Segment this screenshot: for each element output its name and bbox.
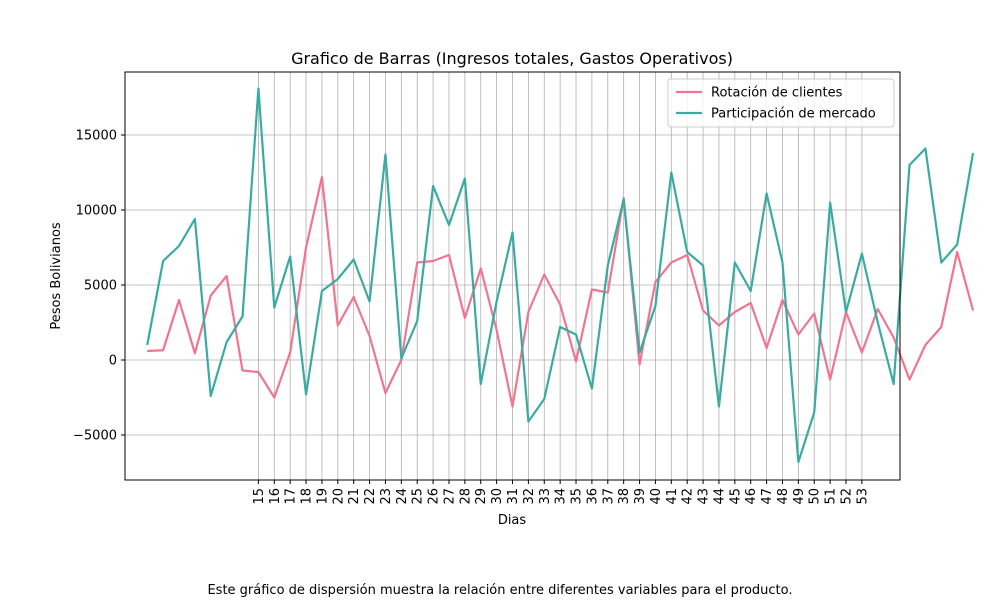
x-tick-label: 35 (570, 488, 585, 505)
x-tick-label: 22 (363, 488, 378, 505)
series-line-1 (147, 175, 975, 408)
x-tick-label: 45 (728, 488, 743, 505)
x-tick-label: 19 (315, 488, 330, 505)
x-tick-label: 20 (331, 488, 346, 505)
x-tick-label: 50 (808, 488, 823, 505)
x-tick-label: 23 (379, 488, 394, 505)
y-tick-label: −5000 (73, 429, 117, 444)
y-tick-label: 10000 (76, 204, 117, 219)
x-tick-label: 48 (776, 488, 791, 505)
x-tick-label: 37 (601, 488, 616, 505)
x-tick-label: 44 (712, 488, 727, 505)
x-tick-label: 43 (697, 488, 712, 505)
y-axis-label: Pesos Bolivianos (49, 222, 64, 330)
legend-label: Participación de mercado (711, 107, 876, 122)
x-tick-label: 34 (554, 488, 569, 505)
x-tick-label: 25 (411, 488, 426, 505)
x-tick-label: 31 (506, 488, 521, 505)
x-tick-label: 33 (538, 488, 553, 505)
x-tick-label: 53 (855, 488, 870, 505)
x-tick-label: 46 (744, 488, 759, 505)
series-line-2 (146, 87, 975, 464)
legend: Rotación de clientes Participación de mer… (667, 78, 895, 128)
chart-caption: Este gráfico de dispersión muestra la re… (207, 583, 793, 598)
x-tick-label: 29 (474, 488, 489, 505)
x-tick-label: 18 (300, 488, 315, 505)
x-axis-label: Dias (498, 513, 527, 528)
x-tick-label: 28 (458, 488, 473, 505)
y-tick-label: 5000 (84, 279, 117, 294)
x-tick-label: 40 (649, 488, 664, 505)
x-tick-label: 26 (427, 488, 442, 505)
x-tick-label: 41 (665, 488, 680, 505)
x-tick-label: 51 (824, 488, 839, 505)
x-tick-label: 30 (490, 488, 505, 505)
x-tick-label: 39 (633, 488, 648, 505)
y-tick-label: 15000 (76, 129, 117, 144)
y-axis: −5000 0 5000 10000 15000 (73, 129, 125, 444)
x-tick-label: 42 (681, 488, 696, 505)
series-lines (146, 87, 975, 464)
x-tick-label: 24 (395, 488, 410, 505)
chart-title: Grafico de Barras (Ingresos totales, Gas… (291, 49, 733, 68)
x-axis: 15 16 17 18 19 20 21 22 23 24 25 26 27 28 29 30 31 32 33 34… (252, 480, 870, 505)
x-tick-label: 27 (442, 488, 457, 505)
x-tick-label: 17 (284, 488, 299, 505)
y-tick-label: 0 (109, 354, 117, 369)
x-tick-label: 49 (792, 488, 807, 505)
x-tick-label: 38 (617, 488, 632, 505)
x-tick-label: 21 (347, 488, 362, 505)
x-tick-label: 32 (522, 488, 537, 505)
legend-box (667, 78, 895, 128)
x-tick-label: 52 (840, 488, 855, 505)
x-tick-label: 15 (252, 488, 267, 505)
x-tick-label: 47 (760, 488, 775, 505)
x-tick-label: 36 (585, 488, 600, 505)
legend-label: Rotación de clientes (711, 86, 843, 101)
x-tick-label: 16 (268, 488, 283, 505)
